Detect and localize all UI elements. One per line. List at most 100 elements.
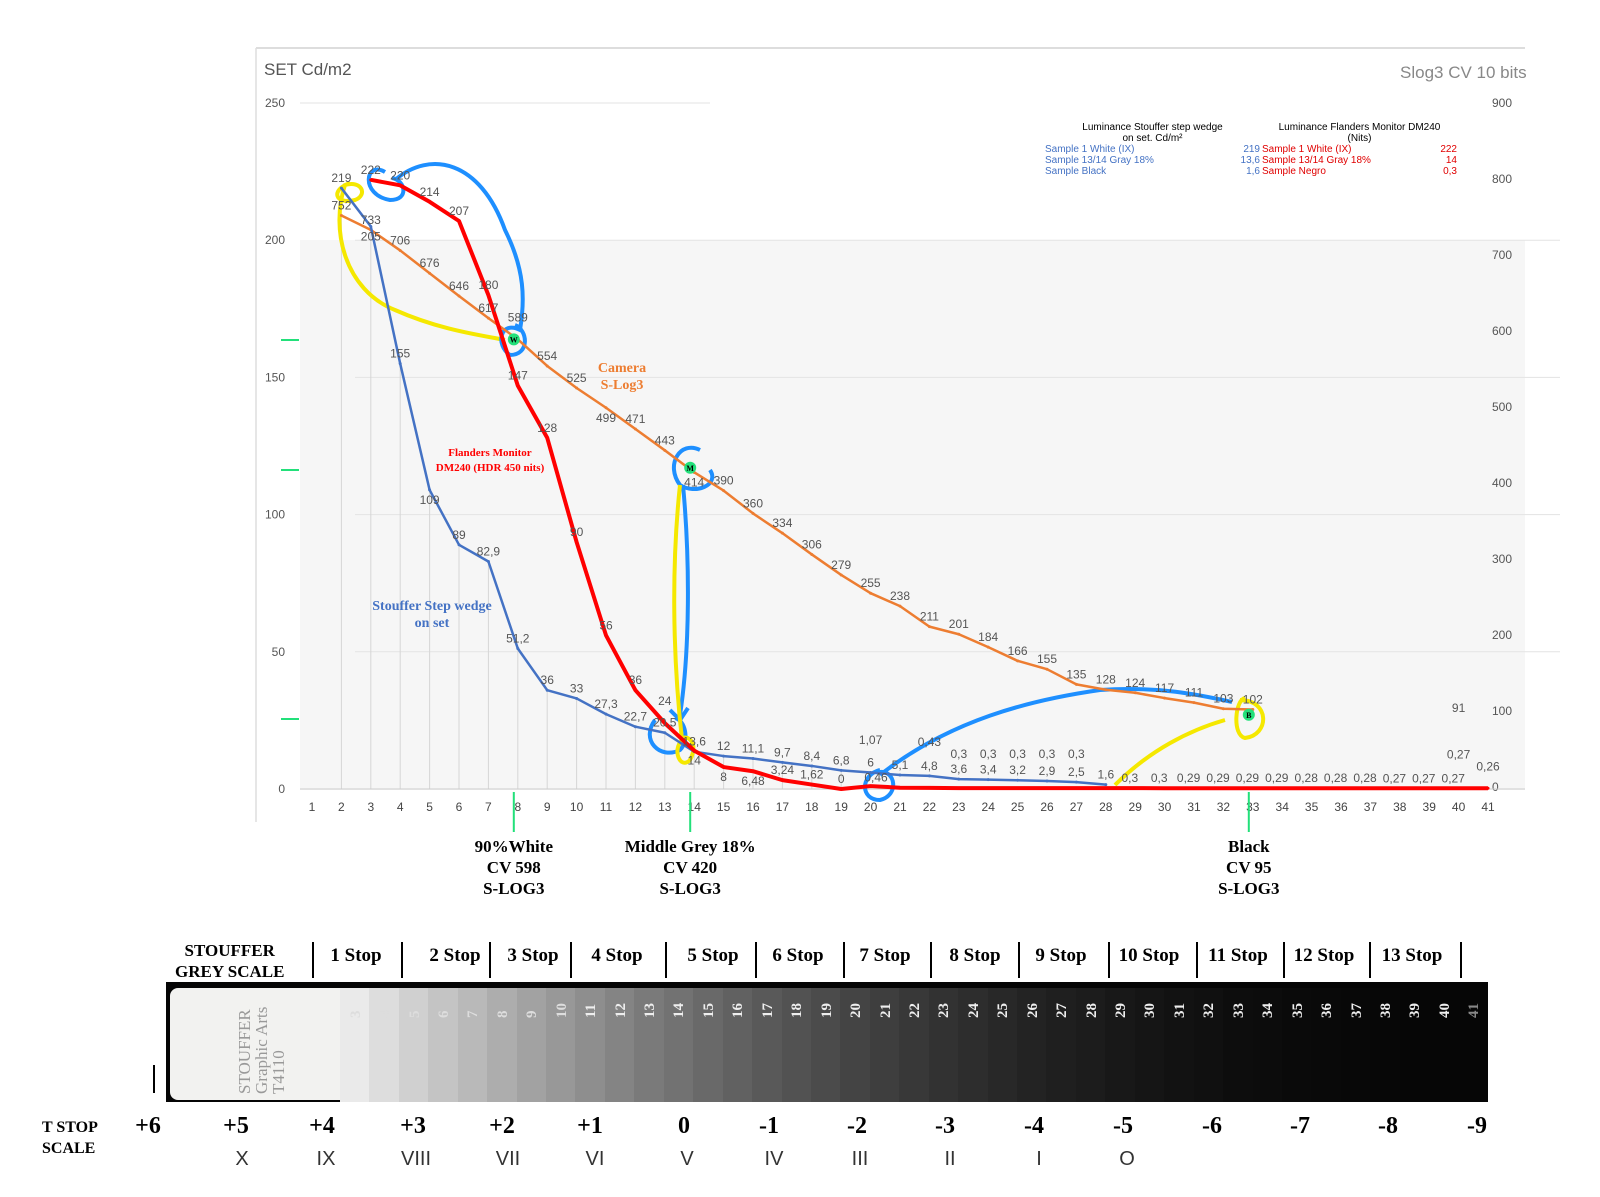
wedge-step: 22 bbox=[899, 988, 930, 1102]
data-label-monitor: 0,26 bbox=[1476, 759, 1500, 773]
yellow-loop-scribble bbox=[335, 181, 506, 342]
wedge-step-number: 34 bbox=[1260, 1003, 1277, 1018]
stop-label: 11 Stop bbox=[1208, 945, 1268, 966]
data-point bbox=[751, 769, 755, 773]
wedge-step-number: 8 bbox=[494, 1010, 511, 1019]
legend-row: Sample 1 White (IX) 222 bbox=[1262, 144, 1457, 155]
x-axis-tick-label: 17 bbox=[776, 800, 790, 814]
tstop-label: -9 bbox=[1467, 1113, 1487, 1139]
data-label-camera: 360 bbox=[743, 496, 763, 510]
data-label-stouffer: 12 bbox=[717, 739, 731, 753]
tstop-label: +6 bbox=[135, 1113, 161, 1139]
data-point bbox=[1280, 786, 1284, 790]
marker-W bbox=[507, 333, 520, 346]
x-axis-tick-label: 22 bbox=[923, 800, 937, 814]
left-axis-tick-label: 100 bbox=[265, 508, 285, 522]
wedge-step-number: 5 bbox=[406, 1010, 423, 1019]
x-axis-tick-label: 2 bbox=[338, 800, 345, 814]
data-label-monitor: 0,27 bbox=[1447, 747, 1471, 761]
data-point bbox=[898, 786, 902, 790]
data-point bbox=[1074, 682, 1078, 686]
wedge-step-number: 37 bbox=[1348, 1003, 1365, 1018]
wedge-step: 9 bbox=[516, 988, 548, 1102]
data-point bbox=[604, 633, 608, 637]
wedge-step: 23 bbox=[928, 988, 960, 1102]
data-label-monitor: 0,28 bbox=[1324, 771, 1348, 785]
marker-letter: M bbox=[686, 464, 694, 473]
tstop-label: +4 bbox=[309, 1113, 335, 1139]
x-axis-tick-label: 40 bbox=[1452, 800, 1466, 814]
stop-label: 3 Stop bbox=[507, 945, 559, 966]
data-point bbox=[751, 757, 755, 761]
data-label-monitor: 56 bbox=[599, 618, 613, 632]
data-label-stouffer: 205 bbox=[361, 229, 381, 243]
data-point bbox=[722, 765, 726, 769]
x-axis-tick-label: 13 bbox=[658, 800, 672, 814]
data-point bbox=[1104, 688, 1108, 692]
legend-title: Luminance Stouffer step wedge bbox=[1082, 122, 1223, 133]
wedge-step-number: 29 bbox=[1113, 1003, 1130, 1018]
wedge-step: 21 bbox=[869, 988, 901, 1102]
series-line-camera bbox=[340, 214, 1253, 711]
data-label-monitor: 0 bbox=[838, 772, 845, 786]
wedge-step: 41 bbox=[1458, 988, 1488, 1102]
x-axis-tick-label: 16 bbox=[746, 800, 760, 814]
wedge-step: 10 bbox=[546, 988, 577, 1102]
stop-divider bbox=[755, 942, 757, 978]
x-axis-tick-label: 21 bbox=[893, 800, 907, 814]
data-label-stouffer: 22,7 bbox=[624, 710, 648, 724]
x-axis-tick-label: 19 bbox=[835, 800, 849, 814]
data-label-camera: 390 bbox=[714, 474, 734, 488]
stop-label: 12 Stop bbox=[1293, 945, 1355, 966]
stop-divider bbox=[843, 942, 845, 978]
legend-stouffer: Luminance Stouffer step wedge on set. Cd… bbox=[1045, 122, 1260, 177]
data-label-monitor: 6,48 bbox=[741, 774, 765, 788]
data-point bbox=[604, 406, 608, 410]
wedge-step-number: 13 bbox=[642, 1003, 659, 1018]
title-line: GREY SCALE bbox=[175, 962, 285, 981]
data-point bbox=[633, 427, 637, 431]
data-label-camera: 306 bbox=[802, 537, 822, 551]
label-line: on set bbox=[414, 616, 450, 631]
data-label-stouffer: 155 bbox=[390, 347, 410, 361]
stop-divider bbox=[401, 942, 403, 978]
data-point bbox=[575, 696, 579, 700]
data-point bbox=[1339, 786, 1343, 790]
legend-label: Sample 13/14 Gray 18% bbox=[1262, 155, 1371, 166]
annotation-line: CV 420 bbox=[663, 858, 718, 877]
data-point bbox=[1486, 786, 1490, 790]
wedge-step: 31 bbox=[1164, 988, 1195, 1102]
wedge-step-number: 23 bbox=[936, 1003, 953, 1018]
series-lines bbox=[339, 177, 1490, 791]
wedge-step-number: 27 bbox=[1054, 1003, 1071, 1018]
tstop-label: +3 bbox=[400, 1113, 426, 1139]
x-axis-tick-label: 3 bbox=[367, 800, 374, 814]
data-point bbox=[1163, 696, 1167, 700]
data-point bbox=[839, 768, 843, 772]
data-point bbox=[486, 293, 490, 297]
data-label-extra: 91 bbox=[1452, 701, 1466, 715]
left-axis-title: SET Cd/m2 bbox=[264, 60, 352, 79]
annotation-line: S-LOG3 bbox=[1218, 879, 1280, 898]
data-label-stouffer: 27,3 bbox=[594, 697, 618, 711]
wedge-step-number: 20 bbox=[848, 1003, 865, 1018]
data-label-monitor: 90 bbox=[570, 525, 584, 539]
data-label-monitor: 147 bbox=[508, 369, 528, 383]
wedge-step-number: 24 bbox=[965, 1003, 982, 1018]
wedge-step: 5 bbox=[398, 988, 430, 1102]
data-point bbox=[869, 591, 873, 595]
data-label-monitor: 3,24 bbox=[771, 763, 795, 777]
camera-series-label: Camera S-Log3 bbox=[598, 360, 646, 394]
data-point bbox=[545, 364, 549, 368]
data-point bbox=[369, 178, 373, 182]
tstop-label: -2 bbox=[847, 1113, 867, 1139]
wedge-step-number: 18 bbox=[789, 1003, 806, 1018]
stop-divider bbox=[489, 942, 491, 978]
data-label-stouffer: 8,4 bbox=[803, 749, 820, 763]
stop-label: 5 Stop bbox=[687, 945, 739, 966]
right-axis-tick-label: 100 bbox=[1492, 704, 1512, 718]
legend-value: 0,3 bbox=[1443, 166, 1457, 177]
data-label-stouffer: 5,1 bbox=[892, 758, 909, 772]
logo-line: T4110 bbox=[269, 1050, 288, 1094]
data-point bbox=[898, 604, 902, 608]
